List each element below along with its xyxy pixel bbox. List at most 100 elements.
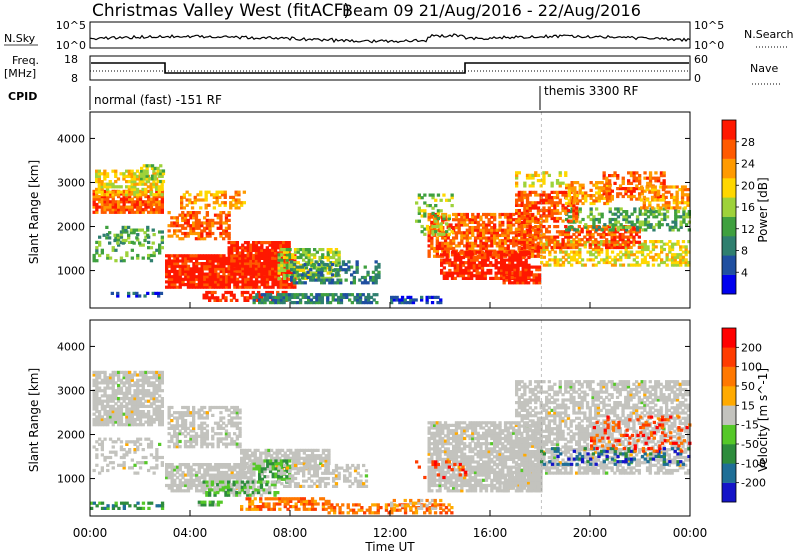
velocity-heatmap xyxy=(90,320,692,516)
range-cell xyxy=(160,412,164,416)
range-cell xyxy=(314,278,318,282)
range-cell xyxy=(122,193,126,197)
range-cell xyxy=(482,236,486,240)
range-cell xyxy=(663,215,667,219)
range-cell xyxy=(192,416,196,420)
range-cell xyxy=(518,273,523,277)
range-cell xyxy=(214,259,218,263)
range-cell xyxy=(106,420,110,424)
range-cell xyxy=(160,238,164,242)
range-cell xyxy=(158,230,162,234)
range-cell xyxy=(459,263,463,267)
range-cell xyxy=(441,246,445,251)
range-cell xyxy=(321,266,325,270)
range-cell xyxy=(141,202,145,207)
range-cell xyxy=(232,293,236,297)
range-cell xyxy=(572,206,576,210)
range-cell xyxy=(621,194,625,199)
range-cell xyxy=(356,295,360,299)
range-cell xyxy=(246,261,250,266)
range-cell xyxy=(243,264,248,268)
range-cell xyxy=(282,283,286,287)
range-cell xyxy=(125,190,129,194)
range-cell xyxy=(141,448,145,452)
range-cell xyxy=(605,247,609,252)
station-title: Christmas Valley West (fitACF) xyxy=(92,1,350,21)
range-cell xyxy=(642,195,646,199)
range-cell xyxy=(527,281,531,285)
range-cell xyxy=(116,190,121,194)
range-cell xyxy=(577,232,581,237)
range-cell xyxy=(550,258,555,262)
range-cell xyxy=(192,224,196,228)
range-cell xyxy=(199,190,203,194)
range-cell xyxy=(197,237,201,241)
range-cell xyxy=(471,246,475,251)
range-cell xyxy=(629,225,633,229)
range-cell xyxy=(495,233,499,237)
range-cell xyxy=(646,223,651,227)
range-cell xyxy=(445,198,449,202)
range-cell xyxy=(103,417,107,422)
range-cell xyxy=(575,242,579,246)
range-cell xyxy=(506,246,510,251)
range-cell xyxy=(117,235,121,239)
range-cell xyxy=(285,293,289,297)
range-cell xyxy=(158,389,162,393)
range-cell xyxy=(271,248,275,252)
range-cell xyxy=(114,370,118,374)
range-cell xyxy=(183,234,188,238)
range-cell xyxy=(679,245,683,249)
range-cell xyxy=(447,198,451,202)
range-cell xyxy=(561,243,565,247)
range-cell xyxy=(144,376,148,380)
range-cell xyxy=(643,247,647,252)
range-cell xyxy=(175,411,179,415)
range-cell xyxy=(675,206,679,210)
range-cell xyxy=(222,262,226,266)
range-cell xyxy=(178,254,182,258)
range-cell xyxy=(130,417,134,422)
range-cell xyxy=(328,281,332,285)
range-cell xyxy=(625,215,629,219)
range-cell xyxy=(531,173,535,177)
cpid-label: CPID xyxy=(8,90,37,103)
range-cell xyxy=(223,203,227,207)
power-colorbar-label: Power [dB] xyxy=(756,177,770,242)
range-cell xyxy=(224,221,229,225)
range-cell xyxy=(263,264,267,268)
range-cell xyxy=(268,251,272,255)
range-cell xyxy=(186,234,190,238)
range-cell xyxy=(431,196,435,200)
range-cell xyxy=(326,276,330,280)
range-cell xyxy=(208,405,212,410)
range-cell xyxy=(150,164,155,168)
range-cell xyxy=(482,233,486,237)
range-cell xyxy=(447,227,451,231)
range-cell xyxy=(158,378,162,382)
range-cell xyxy=(128,205,132,209)
range-cell xyxy=(200,424,204,428)
range-cell xyxy=(602,240,606,244)
range-cell xyxy=(425,227,430,231)
range-cell xyxy=(155,410,159,414)
range-cell xyxy=(464,271,468,275)
range-cell xyxy=(173,254,177,258)
range-cell xyxy=(225,280,229,284)
range-cell xyxy=(512,244,516,248)
range-cell xyxy=(427,233,431,237)
range-cell xyxy=(183,218,188,222)
range-cell xyxy=(508,266,512,270)
range-cell xyxy=(114,248,118,252)
range-cell xyxy=(621,240,625,244)
range-cell xyxy=(216,264,221,268)
range-cell xyxy=(92,378,96,382)
range-cell xyxy=(523,215,527,219)
range-cell xyxy=(140,228,144,232)
range-cell xyxy=(141,187,145,191)
range-cell xyxy=(197,416,201,420)
range-cell xyxy=(135,182,140,186)
range-cell xyxy=(501,233,505,237)
range-cell xyxy=(205,224,209,228)
range-cell xyxy=(521,278,525,282)
